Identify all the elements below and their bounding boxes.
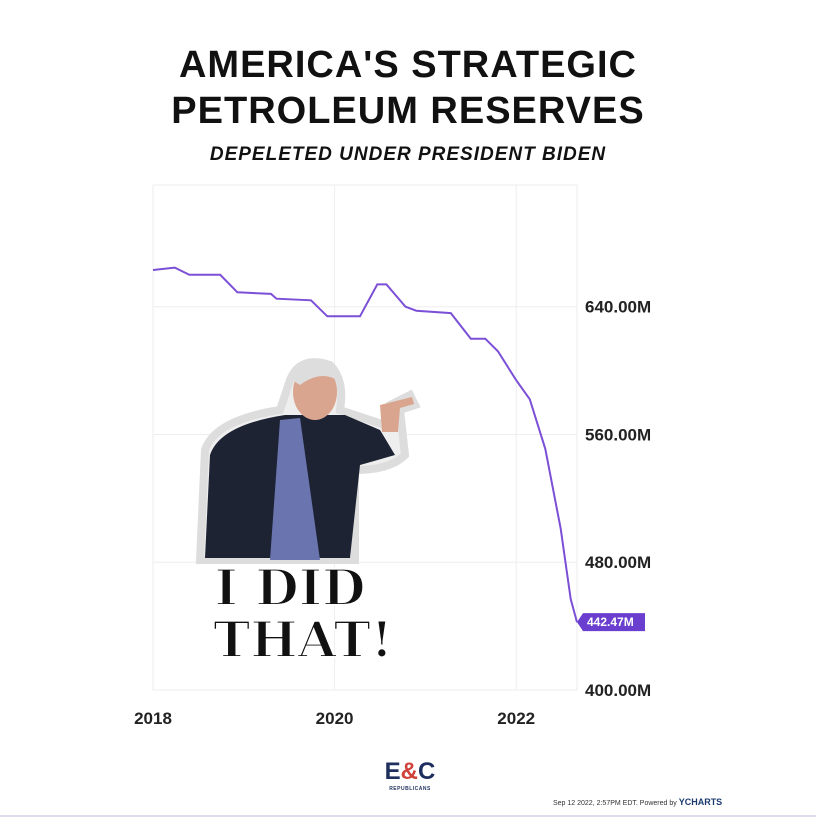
chart-title-line2: PETROLEUM RESERVES bbox=[171, 90, 645, 132]
series-line bbox=[152, 266, 578, 623]
x-tick-label: 2018 bbox=[134, 709, 172, 728]
sticker-text-line1: I DID bbox=[215, 558, 366, 617]
pointing-hand bbox=[380, 397, 414, 432]
x-tick-label: 2022 bbox=[497, 709, 535, 728]
end-value-label: 442.47M bbox=[587, 615, 634, 629]
y-tick-label: 480.00M bbox=[585, 553, 651, 572]
ycharts-brand: YCHARTS bbox=[678, 797, 723, 807]
ec-republicans-logo: E&C REPUBLICANS bbox=[384, 758, 436, 792]
biden-sticker-image: I DID THAT! bbox=[195, 358, 421, 670]
end-value-badge bbox=[577, 613, 645, 632]
chart-title-line1: AMERICA'S STRATEGIC bbox=[178, 44, 637, 86]
source-footer: Sep 12 2022, 2:57PM EDT. Powered by YCHA… bbox=[553, 797, 723, 807]
y-tick-label: 560.00M bbox=[585, 425, 651, 444]
striped-shirt bbox=[270, 418, 320, 560]
bottom-border bbox=[0, 815, 816, 817]
chart-subtitle: DEPELETED UNDER PRESIDENT BIDEN bbox=[209, 144, 607, 165]
y-tick-label: 640.00M bbox=[585, 298, 651, 317]
x-tick-label: 2020 bbox=[316, 709, 354, 728]
y-tick-label: 400.00M bbox=[585, 681, 651, 700]
hair bbox=[292, 361, 338, 385]
sticker-text-line2: THAT! bbox=[213, 610, 393, 669]
